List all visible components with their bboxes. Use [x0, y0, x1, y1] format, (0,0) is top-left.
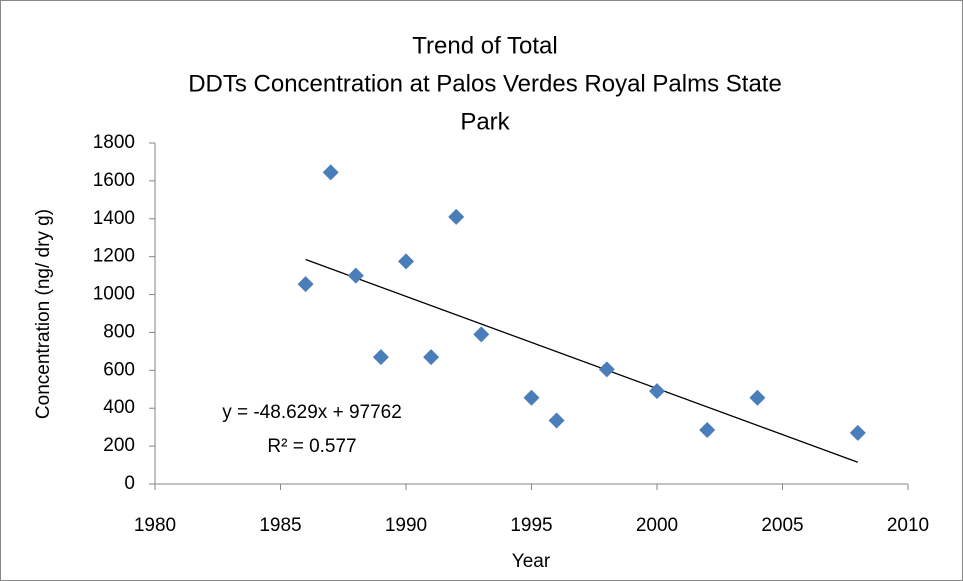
point [347, 267, 364, 284]
trendline [305, 258, 859, 463]
x-tick-label: 1985 [259, 515, 301, 536]
y-tick-label: 200 [103, 435, 135, 456]
x-tick-label: 2010 [887, 515, 929, 536]
point [423, 349, 440, 366]
y-tick-label: 0 [124, 473, 135, 494]
y-tick-label: 1400 [93, 208, 135, 229]
y-axis-label: Concentration (ng/ dry g) [33, 209, 54, 419]
point [849, 424, 866, 441]
point [523, 389, 540, 406]
x-tick-label: 1995 [510, 515, 552, 536]
point [598, 361, 615, 378]
point [322, 164, 339, 181]
y-tick-label: 800 [103, 321, 135, 342]
point [473, 326, 490, 343]
x-tick-label: 1980 [134, 515, 176, 536]
x-tick-label: 2000 [636, 515, 678, 536]
y-tick-label: 1000 [93, 284, 135, 305]
x-tick-label: 2005 [761, 515, 803, 536]
x-axis-label: Year [512, 551, 551, 572]
point [372, 349, 389, 366]
trendline-equation: y = -48.629x + 97762 [222, 402, 402, 423]
point [398, 253, 414, 270]
point [699, 422, 716, 439]
chart-title: Park [460, 108, 510, 135]
r-squared: R² = 0.577 [267, 436, 356, 457]
y-tick-label: 600 [103, 359, 135, 380]
point [749, 389, 766, 406]
point [548, 412, 565, 429]
y-tick-label: 1600 [93, 170, 135, 191]
y-tick-label: 1200 [93, 246, 135, 267]
point [448, 208, 465, 225]
y-tick-label: 1800 [93, 132, 135, 153]
chart-title: DDTs Concentration at Palos Verdes Royal… [188, 70, 782, 97]
y-tick-label: 400 [103, 397, 135, 418]
chart-title: Trend of Total [412, 32, 557, 59]
point [649, 383, 665, 400]
x-tick-label: 1990 [385, 515, 427, 536]
point [297, 276, 314, 293]
